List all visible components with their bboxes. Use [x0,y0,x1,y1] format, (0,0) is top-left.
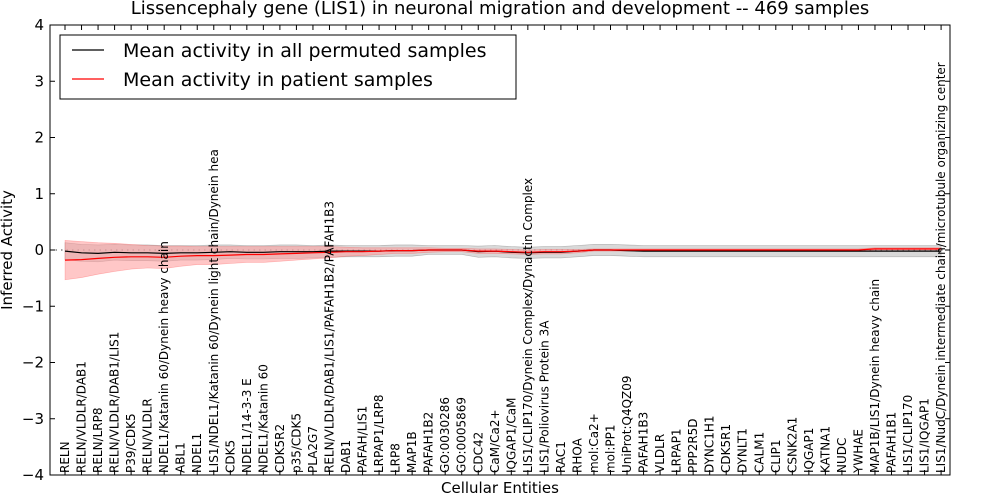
x-category-label: GO:0005869 [455,397,469,473]
x-category-label: GO:0030286 [438,397,452,473]
x-category-label: PAFAH/LIS1 [356,406,370,473]
x-category-label: NDEL1/Katanin 60 [256,364,270,473]
x-category-label: LRPAP1 [670,428,684,473]
y-tick-label: 3 [34,72,44,90]
y-tick-label: 4 [34,16,44,34]
x-category-label: PAFAH1B3 [637,412,651,473]
x-category-label: IQGAP1/CaM [504,398,518,474]
x-category-label: CLIP1 [769,440,783,473]
legend-label-permuted: Mean activity in all permuted samples [123,40,486,62]
x-category-label: CDK5R2 [273,424,287,473]
x-category-label: LIS1/CLIP170 [901,395,915,473]
x-category-label: MAP1B/LIS1/Dynein heavy chain [868,279,882,473]
x-category-label: p35/CDK5 [289,413,303,473]
x-axis-category-labels: RELN RELN/VLDLR/DAB1 RELN/LRP8 RELN/VLDLR/D… [58,25,948,475]
x-category-label: CALM1 [752,432,766,473]
x-category-label: LIS1/CLIP170/Dynein Complex/Dynactin Com… [521,178,535,473]
legend-box [59,34,517,100]
y-axis-ticks: −4 −3 −2 −1 0 1 2 3 4 [22,16,950,484]
x-category-label: MAP1B [405,431,419,473]
x-category-label: DYNLT1 [736,428,750,473]
x-category-label: DYNC1H1 [703,415,717,473]
y-tick-label: −1 [22,297,44,315]
x-category-label: P39/CDK5 [124,413,138,473]
y-tick-label: −4 [22,466,44,484]
x-category-label: LRPAP1/LRP8 [372,394,386,473]
x-category-label: LIS1/NudC/Dynein intermediate chain/micr… [934,62,948,473]
series-lines [64,248,942,261]
line-patient [64,248,942,261]
y-tick-label: 1 [34,185,44,203]
x-category-label: RELN/VLDLR [141,398,155,473]
x-category-label: LIS1/NDEL1/Katanin 60/Dynein light chain… [207,149,221,473]
x-category-label: RELN/VLDLR/DAB1 [75,361,89,473]
x-category-label: CaM/Ca2+ [488,409,502,473]
x-category-label: NDEL1/Katanin 60/Dynein heavy chain [157,241,171,473]
y-tick-label: 2 [34,129,44,147]
y-axis-label: Inferred Activity [0,190,16,310]
x-category-label: NUDC [835,438,849,473]
x-axis-label: Cellular Entities [441,479,559,497]
x-category-label: DAB1 [339,440,353,473]
y-tick-label: −3 [22,410,44,428]
x-category-label: LIS1/Poliovirus Protein 3A [537,320,551,473]
x-category-label: CDK5R1 [719,424,733,473]
x-category-label: KATNA1 [818,426,832,473]
x-category-label: RELN/VLDLR/DAB1/LIS1/PAFAH1B2/PAFAH1B3 [322,201,336,473]
y-tick-label: 0 [34,241,44,259]
confidence-bands [50,240,950,281]
x-category-label: CDK5 [223,440,237,473]
x-category-label: PAFAH1B2 [422,412,436,473]
x-category-label: VLDLR [653,434,667,473]
y-tick-label: −2 [22,354,44,372]
x-category-label: RELN/VLDLR/DAB1/LIS1 [108,332,122,473]
x-category-label: NDEL1/14-3-3 E [240,378,254,473]
x-category-label: PAFAH1B1 [885,412,899,473]
x-category-label: LIS1/IQGAP1 [918,398,932,473]
x-category-label: mol:PP1 [603,424,617,473]
x-category-label: mol:Ca2+ [587,413,601,473]
x-category-label: RAC1 [554,441,568,473]
x-category-label: RELN/LRP8 [91,407,105,473]
x-category-label: NDEL1 [190,433,204,473]
x-category-label: ABL1 [174,442,188,473]
x-category-label: RELN [58,441,72,473]
x-category-label: CSNK2A1 [785,417,799,473]
chart-title: Lissencephaly gene (LIS1) in neuronal mi… [131,0,870,19]
x-category-label: PPP2R5D [686,418,700,473]
x-category-label: CDC42 [471,432,485,473]
x-category-label: UniProt:Q4QZ09 [620,375,634,473]
plot-frame [49,24,951,476]
x-category-label: LRP8 [389,443,403,473]
x-category-label: RHOA [570,437,584,473]
x-category-label: PLA2G7 [306,426,320,473]
x-category-label: IQGAP1 [802,428,816,473]
legend-label-patient: Mean activity in patient samples [123,69,433,91]
legend: Mean activity in all permuted samples Me… [59,34,517,100]
x-category-label: YWHAE [851,429,865,474]
